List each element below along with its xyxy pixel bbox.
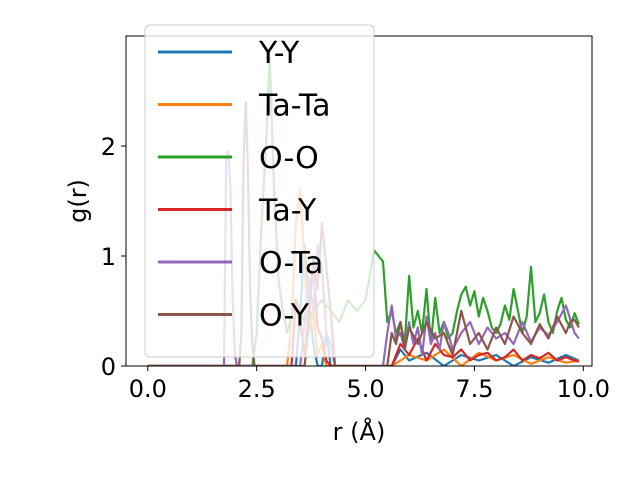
y-tick-label: 1 <box>101 243 116 271</box>
legend-label-o-ta: O-Ta <box>259 246 323 281</box>
legend: Y-Y Ta-Ta O-O Ta-Y O-Ta O-Y <box>144 24 375 358</box>
y-axis-ticks: 0 1 2 <box>101 133 126 381</box>
x-tick-label: 5.0 <box>346 375 384 403</box>
x-axis-label: r (Å) <box>333 417 386 446</box>
legend-label-o-y: O-Y <box>259 299 310 334</box>
legend-label-y-y: Y-Y <box>258 36 300 71</box>
y-axis-label: g(r) <box>64 179 92 223</box>
legend-label-o-o: O-O <box>259 141 319 176</box>
legend-label-ta-ta: Ta-Ta <box>258 89 331 124</box>
x-tick-label: 2.5 <box>238 375 276 403</box>
legend-label-ta-y: Ta-Y <box>258 194 317 229</box>
y-tick-label: 2 <box>101 133 116 161</box>
x-tick-label: 0.0 <box>129 375 167 403</box>
legend-box <box>144 24 375 358</box>
x-tick-label: 10.0 <box>557 375 610 403</box>
x-tick-label: 7.5 <box>455 375 493 403</box>
y-tick-label: 0 <box>101 353 116 381</box>
x-axis-ticks: 0.0 2.5 5.0 7.5 10.0 <box>129 366 610 403</box>
